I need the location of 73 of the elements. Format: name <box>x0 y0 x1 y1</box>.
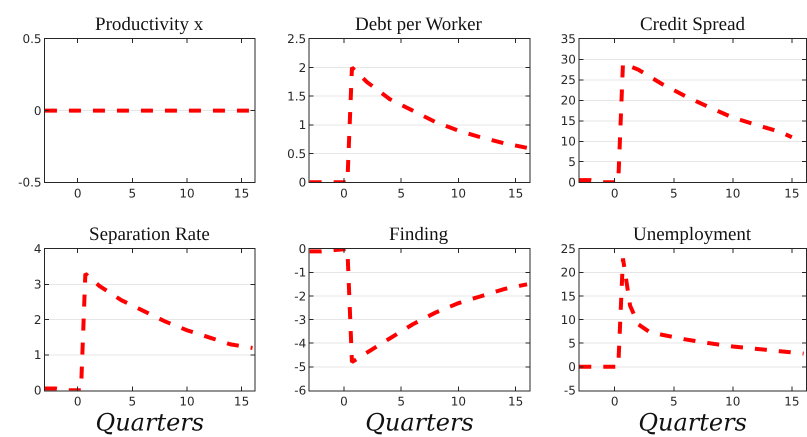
y-tick-label: 1.5 <box>287 89 306 104</box>
x-tick-label: 0 <box>610 186 619 201</box>
x-axis-title: Quarters <box>96 408 204 437</box>
y-tick-label: 1 <box>34 348 42 362</box>
x-tick-label: 0 <box>610 394 619 409</box>
x-tick-label: 0 <box>74 394 82 409</box>
y-tick-label: 10 <box>560 134 576 148</box>
x-tick-label: 15 <box>234 186 250 201</box>
y-tick-label: 5 <box>568 336 576 350</box>
y-tick-label: 3 <box>34 278 42 292</box>
x-tick-label: 0 <box>340 394 348 409</box>
y-tick-label: 20 <box>560 94 576 108</box>
y-tick-label: 0.5 <box>287 146 306 161</box>
x-tick-label: 5 <box>670 394 678 409</box>
chart-title: Debt per Worker <box>355 14 483 35</box>
y-tick-label: 2 <box>34 312 42 327</box>
y-tick-label: 35 <box>560 32 576 46</box>
y-tick-label: 10 <box>560 312 576 327</box>
y-tick-label: 0 <box>298 175 306 190</box>
x-tick-label: 15 <box>784 186 800 201</box>
x-axis-title: Quarters <box>365 408 474 437</box>
y-tick-label: 25 <box>560 73 576 88</box>
x-tick-label: 10 <box>179 186 195 201</box>
y-tick-label: 0 <box>568 360 576 374</box>
x-tick-label: 10 <box>450 186 466 201</box>
x-tick-label: 5 <box>397 394 405 409</box>
y-tick-label: 5 <box>568 154 576 169</box>
x-tick-label: 5 <box>397 186 405 201</box>
x-tick-label: 15 <box>508 186 524 201</box>
y-tick-label: -4 <box>294 336 306 350</box>
x-tick-label: 10 <box>450 394 466 409</box>
y-tick-label: 4 <box>34 242 42 256</box>
x-tick-label: 10 <box>725 394 740 409</box>
y-tick-label: 0 <box>34 384 42 398</box>
y-tick-label: 15 <box>560 289 576 304</box>
x-tick-label: 15 <box>784 394 800 409</box>
line-series <box>310 66 530 182</box>
y-tick-label: 15 <box>560 114 576 128</box>
y-tick-label: 2 <box>298 60 306 75</box>
y-tick-label: -1 <box>294 266 306 280</box>
y-tick-label: 20 <box>560 266 576 280</box>
x-tick-label: 5 <box>670 186 678 201</box>
y-tick-label: -6 <box>294 384 306 398</box>
y-tick-label: 0.5 <box>22 32 42 46</box>
x-axis-title: Quarters <box>638 408 747 437</box>
y-tick-label: -3 <box>294 312 306 327</box>
y-tick-label: 30 <box>560 52 576 67</box>
line-series <box>44 272 254 390</box>
y-tick-label: 1 <box>298 118 306 132</box>
y-tick-label: 0 <box>568 175 576 190</box>
chart-title: Productivity x <box>95 14 204 35</box>
y-tick-label: 2.5 <box>287 32 306 46</box>
chart-title: Unemployment <box>633 224 752 245</box>
x-tick-label: 5 <box>128 394 136 409</box>
y-tick-label: 0 <box>34 104 42 118</box>
chart-title: Separation Rate <box>89 224 210 245</box>
x-tick-label: 0 <box>340 186 348 201</box>
x-tick-label: 15 <box>234 394 250 409</box>
y-tick-label: -5 <box>564 384 576 398</box>
x-tick-label: 15 <box>508 394 524 409</box>
y-tick-label: 0 <box>298 242 306 256</box>
chart-title: Credit Spread <box>640 14 746 35</box>
line-series <box>579 256 806 369</box>
line-series <box>310 248 530 364</box>
x-tick-label: 10 <box>179 394 195 409</box>
y-tick-label: -5 <box>294 360 306 374</box>
y-tick-label: 25 <box>560 242 576 256</box>
x-tick-label: 10 <box>725 186 740 201</box>
x-tick-label: 0 <box>74 186 82 201</box>
x-tick-label: 5 <box>128 186 136 201</box>
y-tick-label: -2 <box>294 289 306 304</box>
y-tick-label: -0.5 <box>18 175 42 190</box>
chart-title: Finding <box>389 224 449 245</box>
